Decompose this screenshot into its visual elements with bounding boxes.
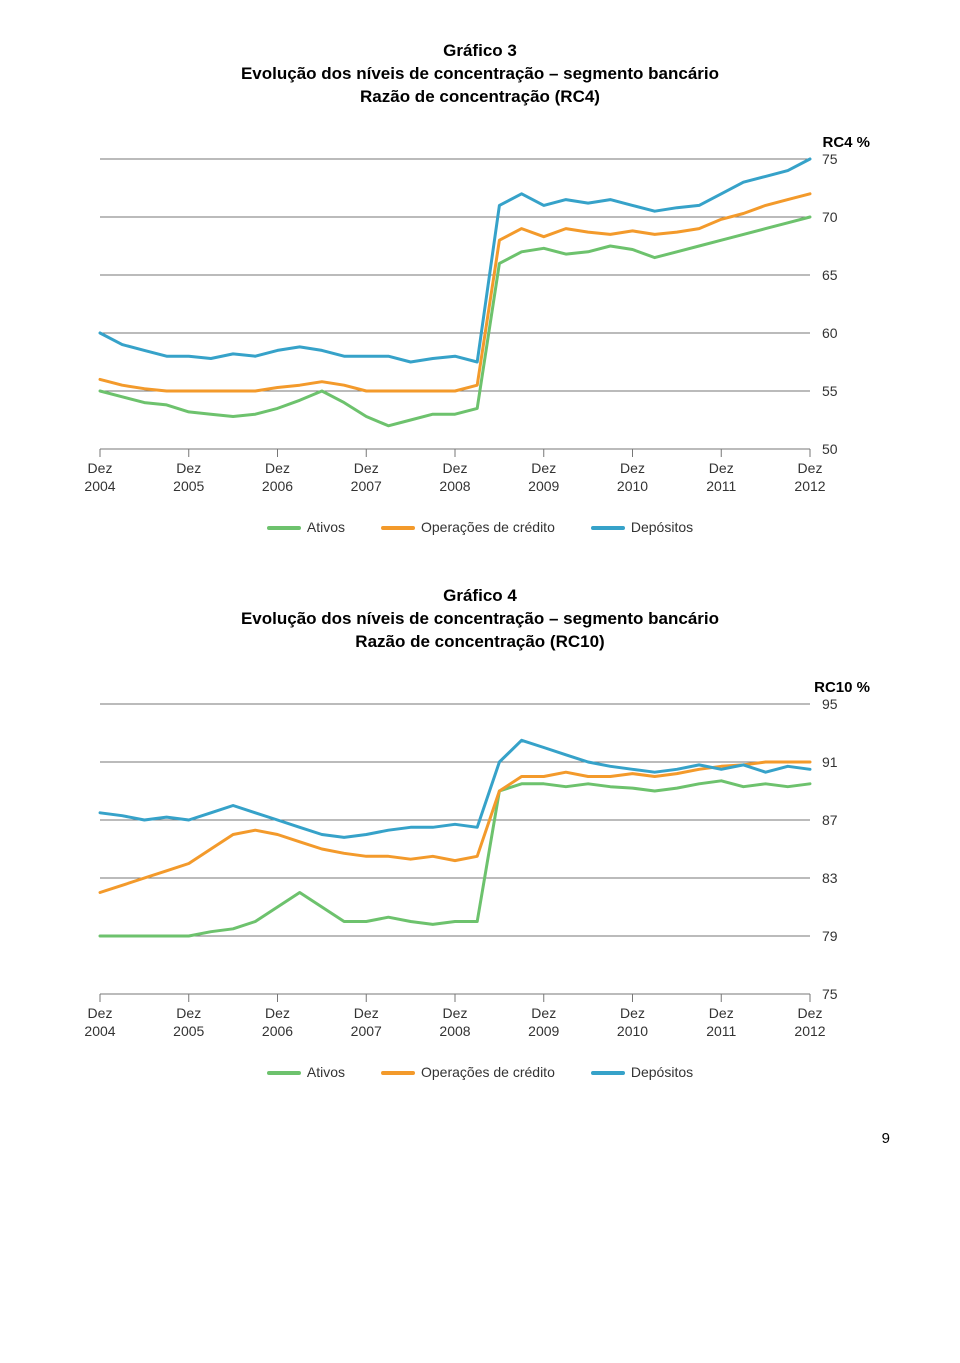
svg-text:Dez: Dez: [265, 460, 290, 476]
chart4-svg: RC10 % 75 79 83 87 91 95 Dez 2004 Dez 2005 Dez 2006 D…: [80, 674, 880, 1054]
svg-text:Dez: Dez: [798, 460, 823, 476]
svg-text:2007: 2007: [351, 1023, 382, 1039]
svg-text:2007: 2007: [351, 478, 382, 494]
legend-item-depositos: Depósitos: [591, 519, 693, 535]
svg-text:2006: 2006: [262, 478, 293, 494]
svg-text:2008: 2008: [439, 478, 470, 494]
chart4-container: RC10 % 75 79 83 87 91 95 Dez 2004 Dez 2005 Dez 2006 D…: [80, 674, 880, 1080]
svg-text:Dez: Dez: [798, 1005, 823, 1021]
svg-text:Dez: Dez: [176, 1005, 201, 1021]
svg-text:2012: 2012: [794, 1023, 825, 1039]
chart4-title-line3: Razão de concentração (RC10): [60, 631, 900, 654]
legend-item-depositos: Depósitos: [591, 1064, 693, 1080]
svg-text:RC4 %: RC4 %: [822, 134, 870, 151]
svg-text:2009: 2009: [528, 478, 559, 494]
svg-text:2011: 2011: [706, 1023, 736, 1039]
svg-text:2004: 2004: [84, 1023, 115, 1039]
chart4-legend: Ativos Operações de crédito Depósitos: [80, 1064, 880, 1080]
svg-text:83: 83: [822, 870, 838, 886]
svg-text:91: 91: [822, 754, 838, 770]
svg-text:2011: 2011: [706, 478, 736, 494]
svg-text:75: 75: [822, 151, 838, 167]
chart3-title-line2: Evolução dos níveis de concentração – se…: [60, 63, 900, 86]
svg-text:Dez: Dez: [531, 460, 556, 476]
chart3-legend: Ativos Operações de crédito Depósitos: [80, 519, 880, 535]
svg-text:2005: 2005: [173, 478, 204, 494]
chart3-container: RC4 % 50 55 60 65 70 75 Dez 2004 Dez 2005 Dez 2006 De…: [80, 129, 880, 535]
chart3-title-line1: Gráfico 3: [60, 40, 900, 63]
svg-text:Dez: Dez: [354, 460, 379, 476]
svg-text:50: 50: [822, 441, 838, 457]
svg-text:87: 87: [822, 812, 838, 828]
svg-text:2009: 2009: [528, 1023, 559, 1039]
svg-text:55: 55: [822, 383, 838, 399]
legend-item-credito: Operações de crédito: [381, 1064, 555, 1080]
chart3-title-line3: Razão de concentração (RC4): [60, 86, 900, 109]
svg-text:2012: 2012: [794, 478, 825, 494]
svg-text:70: 70: [822, 209, 838, 225]
svg-text:79: 79: [822, 928, 838, 944]
chart4-title-line2: Evolução dos níveis de concentração – se…: [60, 608, 900, 631]
legend-item-ativos: Ativos: [267, 519, 345, 535]
svg-text:Dez: Dez: [620, 1005, 645, 1021]
svg-text:2008: 2008: [439, 1023, 470, 1039]
chart3-title: Gráfico 3 Evolução dos níveis de concent…: [60, 40, 900, 109]
chart3-svg: RC4 % 50 55 60 65 70 75 Dez 2004 Dez 2005 Dez 2006 De…: [80, 129, 880, 509]
svg-text:75: 75: [822, 986, 838, 1002]
svg-text:Dez: Dez: [265, 1005, 290, 1021]
svg-text:Dez: Dez: [443, 460, 468, 476]
chart4-title: Gráfico 4 Evolução dos níveis de concent…: [60, 585, 900, 654]
svg-text:Dez: Dez: [88, 1005, 113, 1021]
svg-text:Dez: Dez: [88, 460, 113, 476]
svg-text:2010: 2010: [617, 1023, 648, 1039]
svg-text:2006: 2006: [262, 1023, 293, 1039]
svg-text:RC10 %: RC10 %: [814, 679, 870, 696]
svg-text:95: 95: [822, 696, 838, 712]
page-number: 9: [60, 1130, 900, 1147]
svg-text:Dez: Dez: [443, 1005, 468, 1021]
svg-text:Dez: Dez: [354, 1005, 379, 1021]
svg-text:Dez: Dez: [176, 460, 201, 476]
svg-text:Dez: Dez: [620, 460, 645, 476]
legend-item-ativos: Ativos: [267, 1064, 345, 1080]
chart4-title-line1: Gráfico 4: [60, 585, 900, 608]
svg-text:2005: 2005: [173, 1023, 204, 1039]
svg-text:2010: 2010: [617, 478, 648, 494]
svg-text:65: 65: [822, 267, 838, 283]
svg-text:60: 60: [822, 325, 838, 341]
svg-text:Dez: Dez: [709, 460, 734, 476]
svg-text:Dez: Dez: [531, 1005, 556, 1021]
svg-text:Dez: Dez: [709, 1005, 734, 1021]
legend-item-credito: Operações de crédito: [381, 519, 555, 535]
svg-text:2004: 2004: [84, 478, 115, 494]
